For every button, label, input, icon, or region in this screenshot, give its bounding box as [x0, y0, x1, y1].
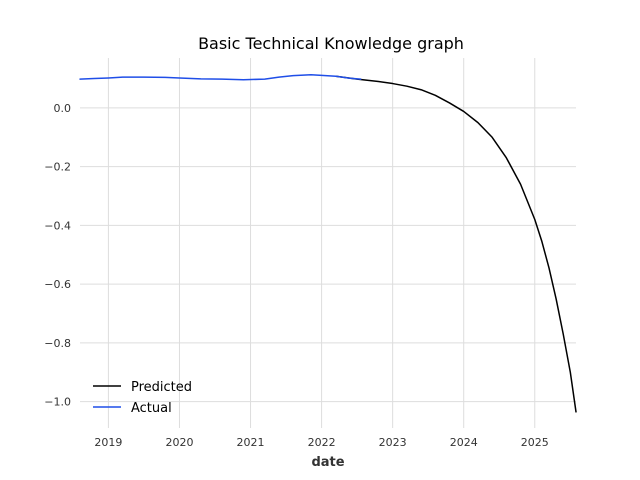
chart-title: Basic Technical Knowledge graph	[198, 34, 464, 53]
x-tick-label: 2023	[379, 436, 407, 449]
legend-label-predicted: Predicted	[131, 380, 192, 395]
y-tick-label: −0.8	[44, 337, 71, 350]
series-layer	[79, 73, 577, 413]
x-tick-label: 2022	[308, 436, 336, 449]
series-line-actual	[79, 73, 362, 81]
y-tick-label: −0.4	[44, 219, 71, 232]
x-axis-label: date	[311, 455, 344, 470]
y-tick-label: −1.0	[44, 396, 71, 409]
y-tick-label: −0.2	[44, 161, 71, 174]
legend-label-actual: Actual	[131, 401, 172, 416]
x-axis-ticks: 2019 2020 2021 2022 2023 2024 2025	[94, 436, 548, 449]
grid-layer	[80, 58, 576, 428]
x-tick-label: 2024	[450, 436, 478, 449]
y-tick-label: 0.0	[54, 102, 72, 115]
y-axis-ticks: 0.0 −0.2 −0.4 −0.6 −0.8 −1.0	[44, 102, 71, 409]
x-tick-label: 2019	[94, 436, 122, 449]
legend: Predicted Actual	[93, 380, 192, 416]
x-tick-label: 2025	[521, 436, 549, 449]
y-tick-label: −0.6	[44, 278, 71, 291]
series-line-predicted	[335, 75, 577, 413]
x-tick-label: 2021	[237, 436, 265, 449]
x-tick-label: 2020	[165, 436, 193, 449]
